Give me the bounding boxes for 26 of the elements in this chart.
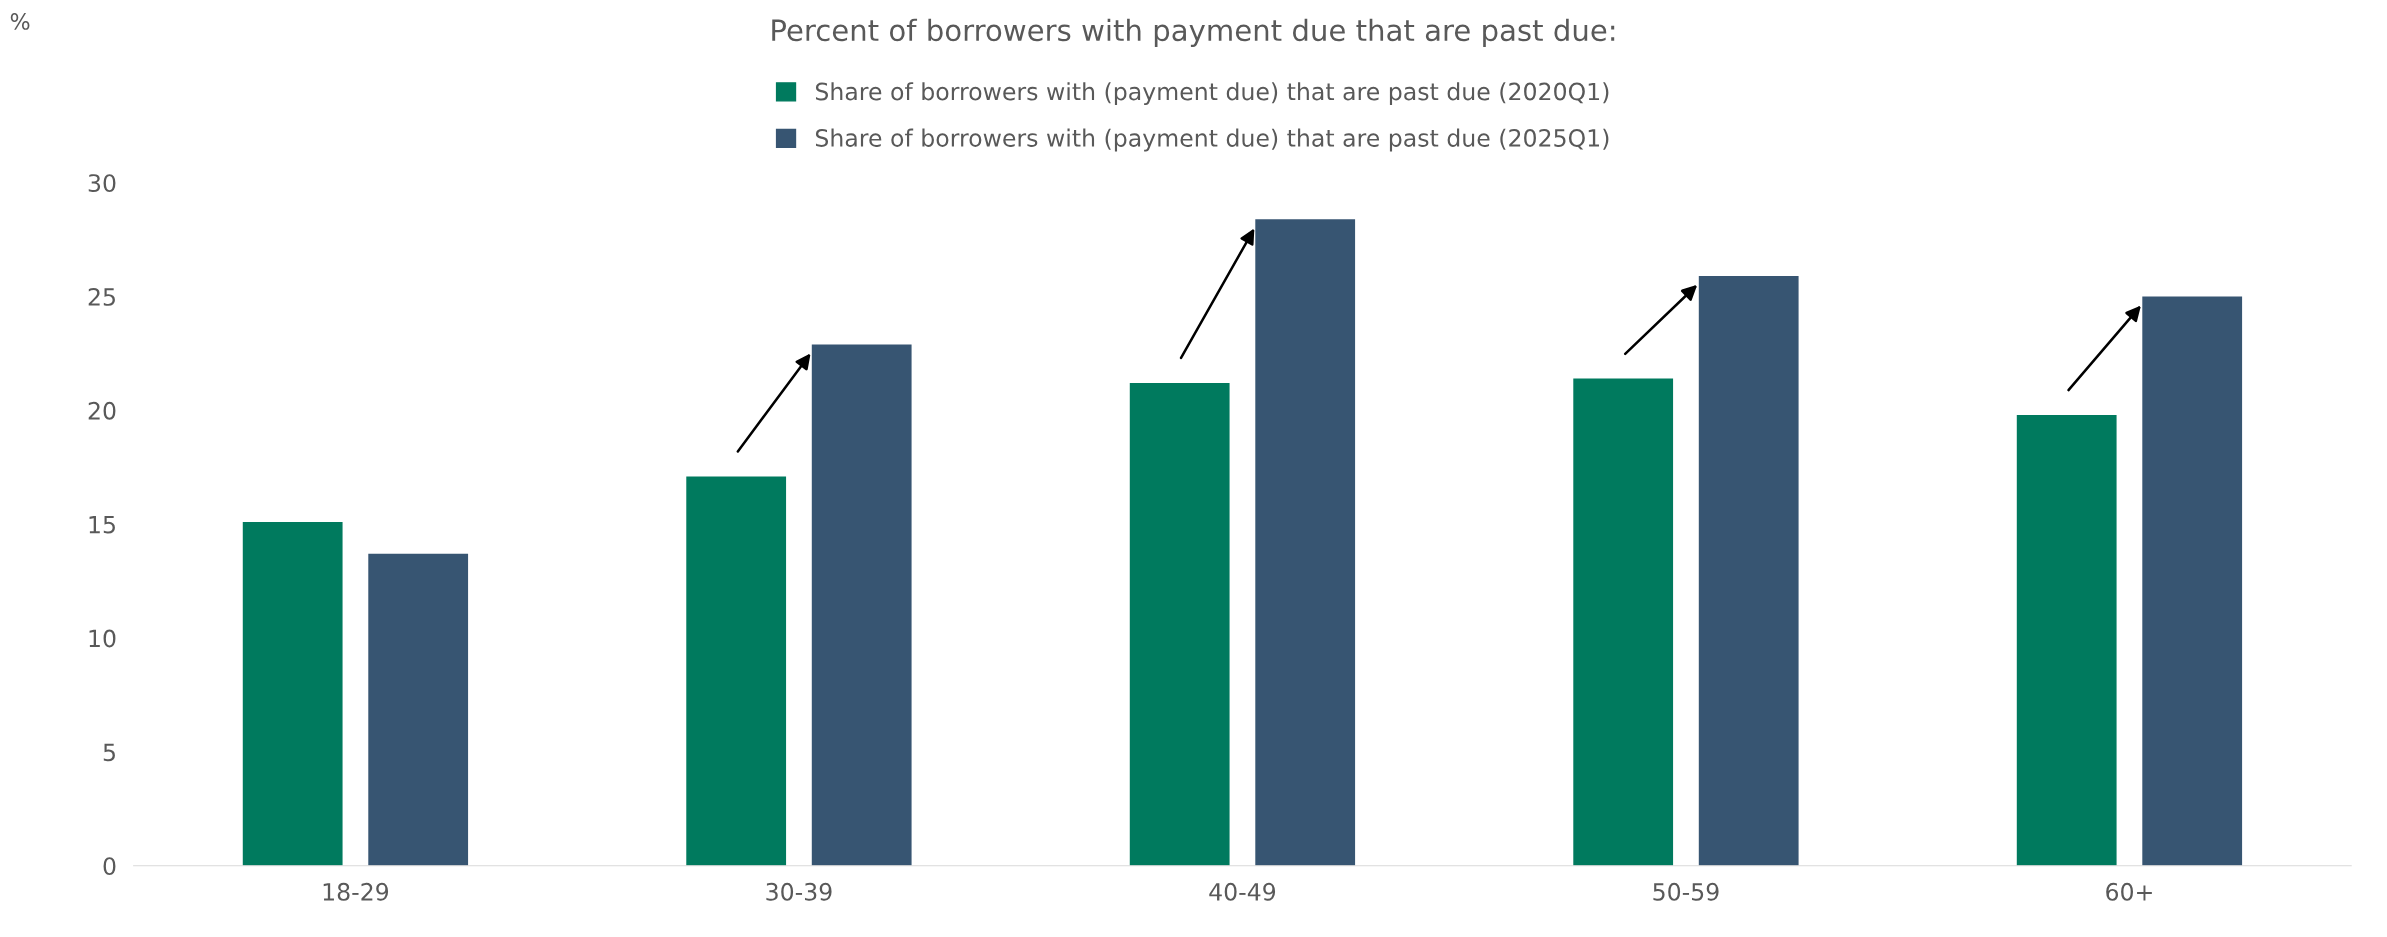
bar — [2142, 296, 2243, 866]
bar — [2016, 414, 2117, 866]
bar — [1129, 383, 1230, 866]
legend-label: Share of borrowers with (payment due) that are past due (2025Q1) — [815, 128, 1609, 152]
y-tick-label: 20 — [88, 401, 116, 420]
y-tick-label: 5 — [103, 743, 115, 762]
bar — [1698, 276, 1799, 866]
x-tick-label: 30-39 — [766, 882, 832, 901]
bar — [1255, 219, 1356, 866]
y-tick-label: 15 — [89, 516, 115, 534]
x-tick-label: 60+ — [2106, 882, 2152, 901]
x-tick-label: 18-29 — [323, 882, 389, 901]
y-tick-label: 0 — [103, 857, 116, 876]
bar — [686, 476, 787, 866]
bar — [242, 521, 343, 866]
legend-label: Share of borrowers with (payment due) that are past due (2020Q1) — [815, 82, 1609, 106]
bar — [811, 344, 912, 866]
bar — [368, 553, 469, 866]
x-tick-label: 50-59 — [1653, 882, 1719, 901]
y-tick-label: 10 — [89, 629, 116, 648]
y-tick-label: 25 — [88, 288, 115, 306]
bar — [1573, 378, 1674, 866]
x-tick-label: 40-49 — [1209, 882, 1276, 901]
y-tick-label: 30 — [88, 174, 116, 193]
chart-title: Percent of borrowers with payment due that are past due: — [772, 18, 1615, 47]
text: % — [10, 13, 30, 30]
